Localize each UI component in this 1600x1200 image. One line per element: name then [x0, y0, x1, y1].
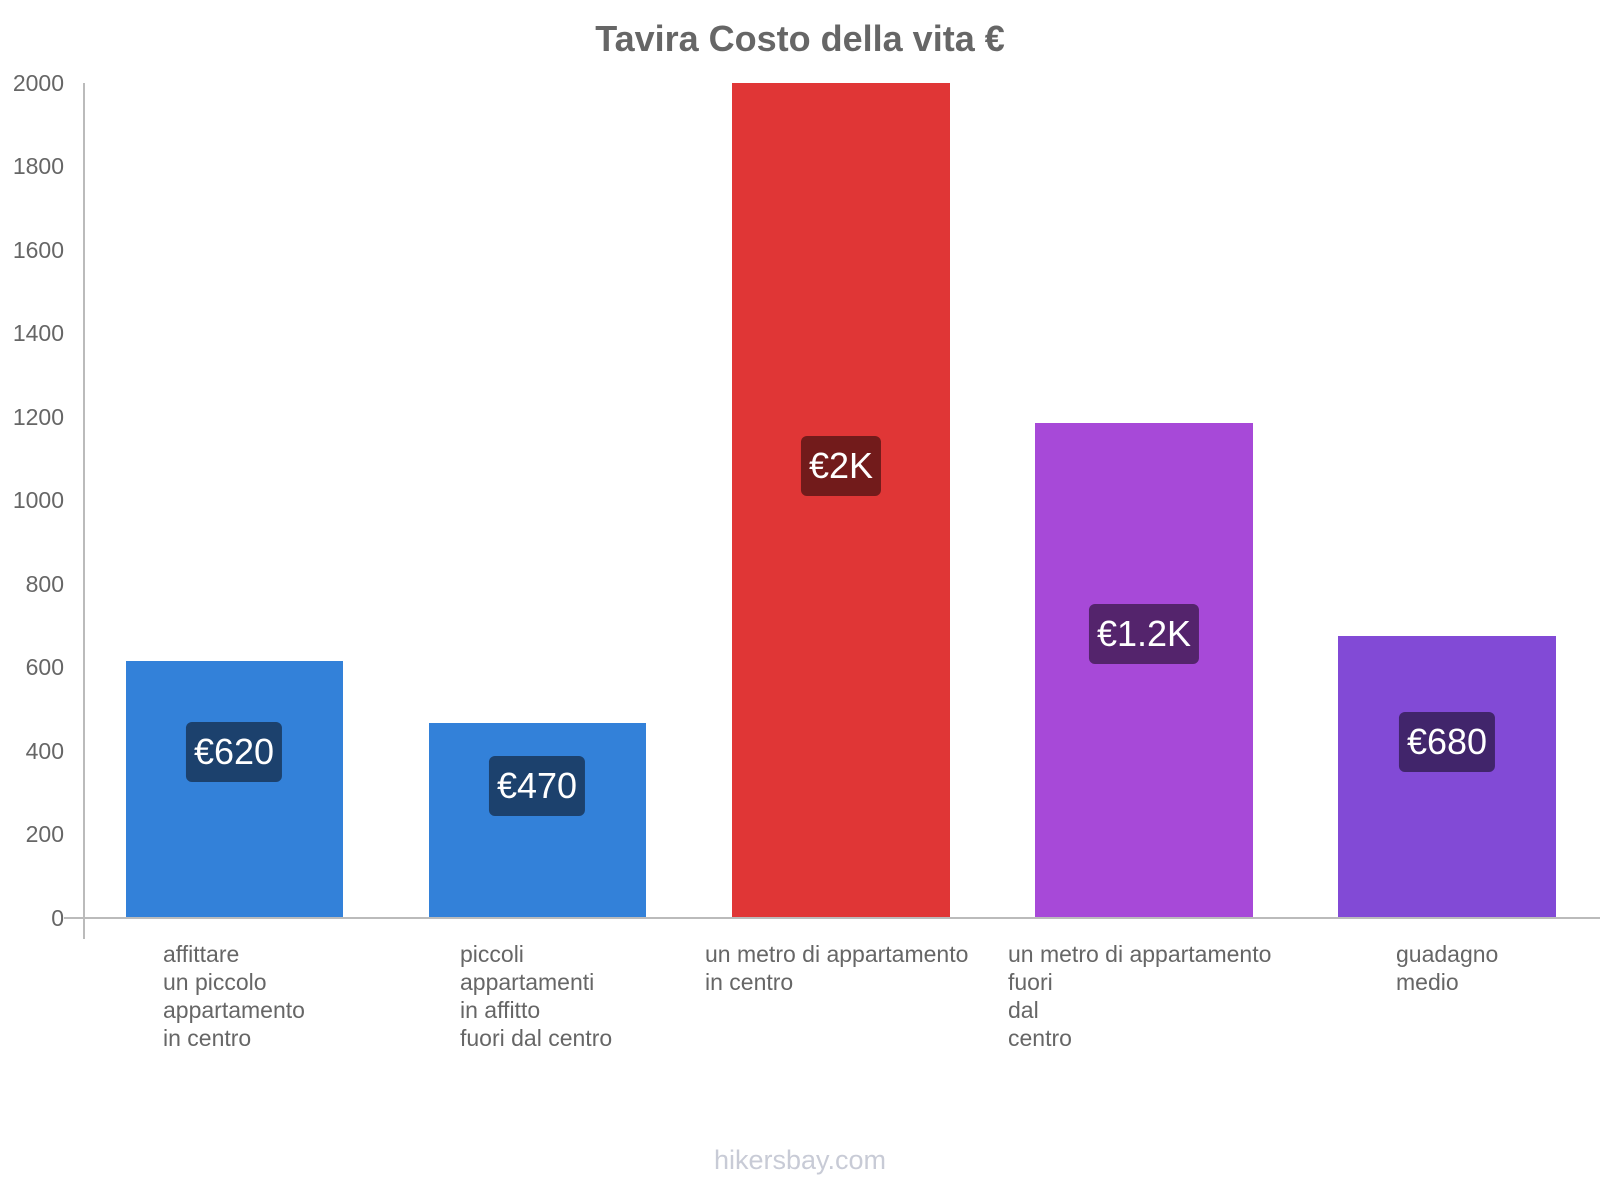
- y-tick: 200: [25, 821, 64, 847]
- y-tick: 1600: [12, 237, 64, 263]
- value-label: €680: [1398, 712, 1496, 772]
- value-label: €470: [488, 756, 586, 816]
- y-tick: 800: [25, 571, 64, 597]
- y-tick: 1000: [12, 487, 64, 513]
- bar-sqm-outside: [1035, 423, 1253, 918]
- y-tick: 1200: [12, 404, 64, 430]
- chart-title: Tavira Costo della vita €: [595, 18, 1005, 59]
- y-tick: 1400: [12, 320, 64, 346]
- value-label: €620: [185, 722, 283, 782]
- watermark: hikersbay.com: [713, 1145, 887, 1175]
- y-tick: 0: [51, 905, 64, 931]
- bar-rent-center: [126, 661, 343, 918]
- value-label: €1.2K: [1088, 604, 1200, 664]
- y-tick: 1800: [12, 153, 64, 179]
- y-tick: 2000: [12, 70, 64, 96]
- bar-rent-outside: [429, 723, 646, 918]
- category-label: un metro di appartamento in centro: [705, 941, 969, 995]
- bar-sqm-center: [732, 83, 950, 918]
- category-label: affittare un piccolo appartamento in cen…: [163, 941, 305, 1051]
- category-label: piccoli appartamenti in affitto fuori da…: [460, 941, 613, 1051]
- value-label: €2K: [800, 436, 882, 496]
- y-axis: [83, 83, 85, 939]
- category-label: un metro di appartamento fuori dal centr…: [1008, 941, 1272, 1051]
- y-tick: 400: [25, 738, 64, 764]
- bar-avg-salary: [1338, 636, 1556, 918]
- category-label: guadagno medio: [1396, 941, 1499, 995]
- x-axis: [64, 917, 1600, 919]
- y-tick: 600: [25, 654, 64, 680]
